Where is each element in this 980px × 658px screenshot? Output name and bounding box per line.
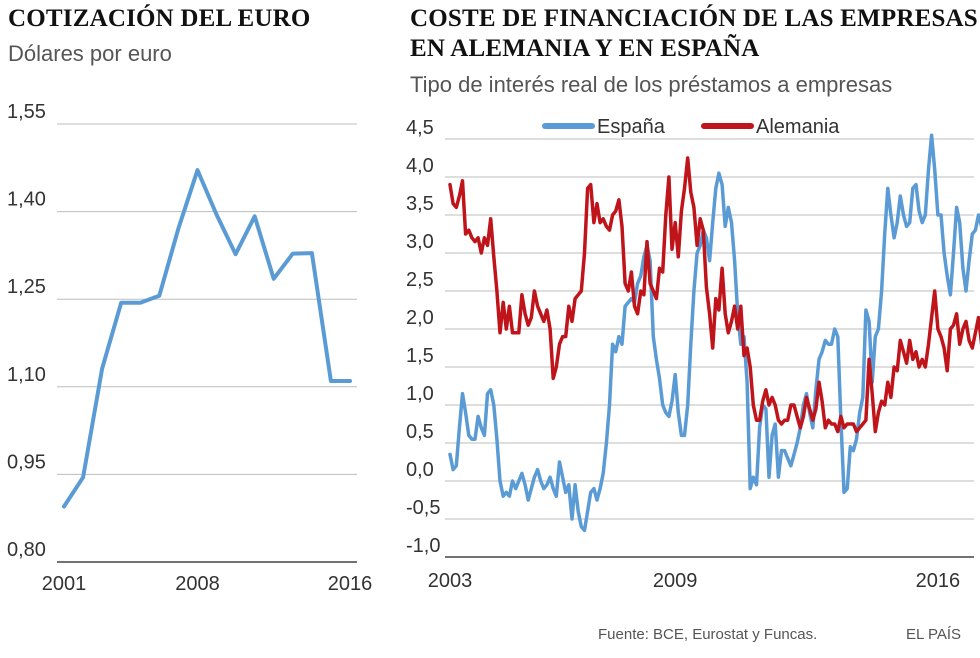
right-y-tick-label: 2,0	[406, 307, 434, 329]
germany-series-line	[448, 156, 980, 434]
euro-rate-line	[62, 168, 352, 509]
left-y-tick-label: 1,40	[7, 189, 46, 211]
right-y-tick-label: 0,0	[406, 459, 434, 481]
left-x-tick-label: 2016	[328, 573, 373, 595]
legend-label-germany: Alemania	[756, 116, 840, 138]
right-y-tick-label: -0,5	[406, 497, 440, 519]
right-x-tick-label: 2003	[428, 570, 473, 592]
right-chart-subtitle: Tipo de interés real de los préstamos a …	[410, 72, 893, 97]
right-y-tick-label: 2,5	[406, 269, 434, 291]
right-y-tick-label: 4,0	[406, 155, 434, 177]
right-x-tick-label: 2009	[653, 570, 698, 592]
legend-label-spain: España	[597, 116, 666, 138]
right-chart-title-line-1: COSTE DE FINANCIACIÓN DE LAS EMPRESAS	[410, 5, 978, 32]
left-y-tick-label: 1,55	[7, 101, 46, 123]
right-y-tick-label: 1,5	[406, 345, 434, 367]
euro-exchange-chart: 1,55 1,40 1,25 1,10 0,95 0,80 2001 2008 2016	[7, 101, 372, 595]
right-y-tick-label: 4,5	[406, 117, 434, 139]
spain-series-line	[448, 133, 980, 533]
right-y-tick-label: 0,5	[406, 421, 434, 443]
left-chart-subtitle: Dólares por euro	[8, 41, 172, 66]
left-y-tick-label: 1,25	[7, 276, 46, 298]
left-y-tick-label: 0,80	[7, 539, 46, 561]
financing-cost-chart: 4,5 4,0 3,5 3,0 2,5 2,0 1,5 1,0 0,5 0,0 -0,5 -1,0 20…	[406, 116, 980, 592]
left-y-tick-label: 1,10	[7, 364, 46, 386]
right-y-tick-label: 3,0	[406, 231, 434, 253]
left-x-tick-label: 2001	[42, 573, 87, 595]
left-chart-title: COTIZACIÓN DEL EURO	[8, 5, 311, 32]
right-x-tick-label: 2016	[916, 570, 961, 592]
right-chart-title-line-2: EN ALEMANIA Y EN ESPAÑA	[410, 35, 760, 62]
right-y-tick-label: -1,0	[406, 535, 440, 557]
source-note: Fuente: BCE, Eurostat y Funcas.	[598, 626, 818, 643]
right-y-tick-label: 3,5	[406, 193, 434, 215]
brand-label: EL PAÍS	[906, 626, 962, 643]
left-y-tick-label: 0,95	[7, 451, 46, 473]
right-y-tick-label: 1,0	[406, 383, 434, 405]
left-x-tick-label: 2008	[175, 573, 220, 595]
